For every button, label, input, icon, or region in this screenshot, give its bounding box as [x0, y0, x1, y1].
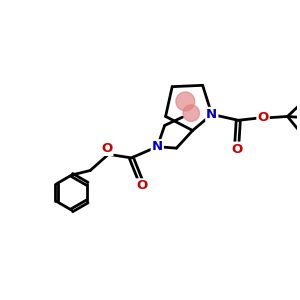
Circle shape	[183, 105, 200, 122]
Text: O: O	[101, 142, 112, 155]
Text: O: O	[257, 111, 269, 124]
Text: N: N	[206, 108, 218, 121]
Circle shape	[176, 92, 195, 111]
Text: O: O	[231, 142, 242, 156]
Text: N: N	[152, 140, 163, 153]
Text: O: O	[136, 179, 147, 192]
